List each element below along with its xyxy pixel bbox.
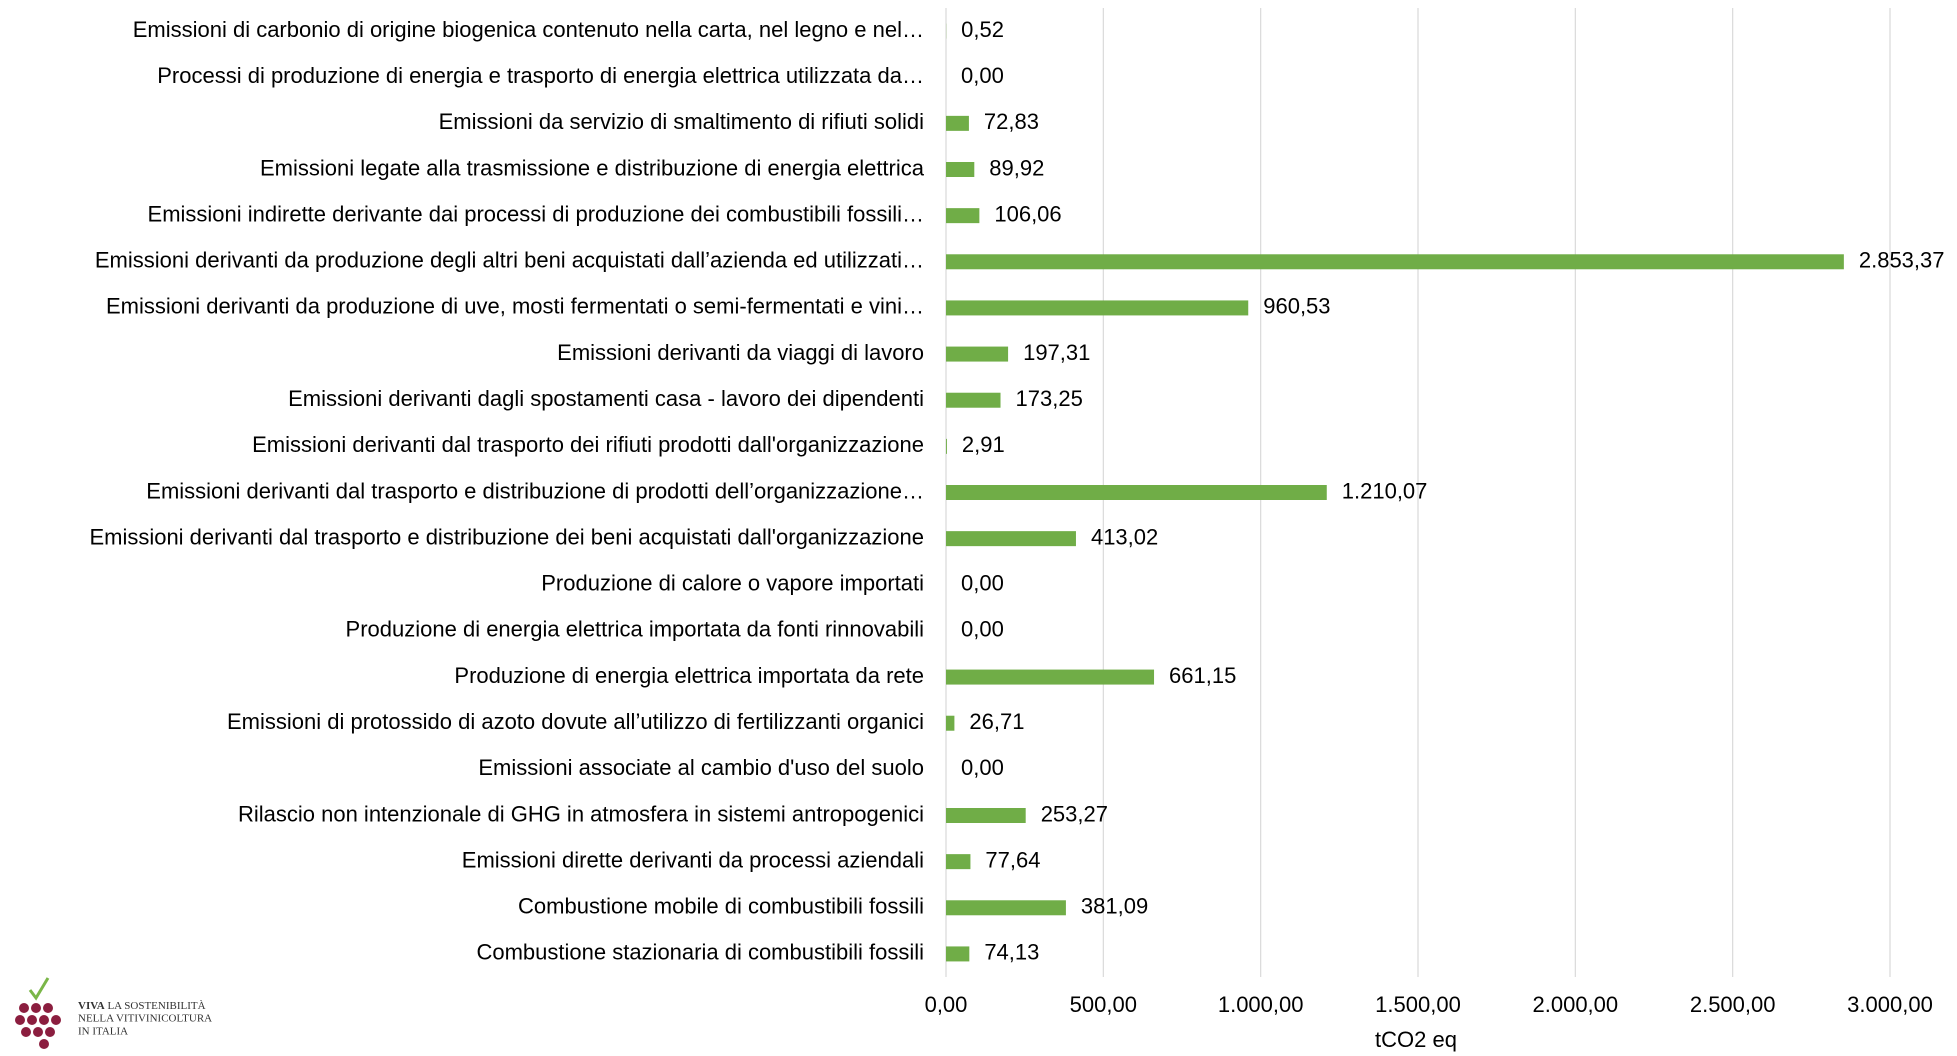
bar: [946, 669, 1155, 685]
y-tick-label: Emissioni derivanti dal trasporto e dist…: [89, 524, 924, 549]
value-label: 1.210,07: [1342, 478, 1428, 503]
y-tick-label: Rilascio non intenzionale di GHG in atmo…: [238, 801, 924, 826]
y-tick-label: Emissioni legate alla trasmissione e dis…: [260, 155, 925, 180]
value-label: 106,06: [994, 201, 1061, 226]
x-axis-title: tCO2 eq: [1375, 1027, 1457, 1052]
y-tick-label: Emissioni derivanti da viaggi di lavoro: [557, 340, 924, 365]
y-tick-label: Combustione stazionaria di combustibili …: [476, 940, 924, 965]
value-label: 173,25: [1016, 386, 1083, 411]
value-label: 2.853,37: [1859, 248, 1945, 273]
value-label: 89,92: [989, 155, 1044, 180]
x-tick-label: 1.000,00: [1218, 992, 1304, 1017]
bar: [946, 900, 1066, 916]
value-label: 72,83: [984, 109, 1039, 134]
x-tick-label: 1.500,00: [1375, 992, 1461, 1017]
bar: [946, 115, 969, 131]
logo-text: NELLA VITIVINICOLTURA: [78, 1013, 212, 1025]
y-tick-label: Combustione mobile di combustibili fossi…: [518, 894, 924, 919]
y-tick-label: Emissioni da servizio di smaltimento di …: [439, 109, 924, 134]
bar: [946, 300, 1249, 316]
x-tick-label: 500,00: [1070, 992, 1137, 1017]
value-label: 960,53: [1263, 294, 1330, 319]
value-label: 661,15: [1169, 663, 1236, 688]
bar: [946, 531, 1076, 547]
value-label: 197,31: [1023, 340, 1090, 365]
y-tick-label: Produzione di energia elettrica importat…: [346, 617, 924, 642]
bar: [946, 208, 980, 224]
bar: [946, 254, 1844, 270]
y-tick-label: Emissioni di carbonio di origine biogeni…: [133, 17, 924, 42]
bar: [946, 392, 1001, 408]
value-label: 0,00: [961, 571, 1004, 596]
y-tick-label: Emissioni associate al cambio d'uso del …: [478, 755, 924, 780]
bar: [946, 946, 970, 962]
y-tick-label: Emissioni derivanti dagli spostamenti ca…: [288, 386, 924, 411]
value-label: 77,64: [985, 847, 1040, 872]
bar: [946, 438, 947, 454]
bar: [946, 808, 1026, 823]
logo: VIVA LA SOSTENIBILITÀ NELLA VITIVINICOLT…: [15, 977, 212, 1049]
y-tick-label: Emissioni derivanti da produzione degli …: [95, 248, 924, 273]
value-label: 0,00: [961, 63, 1004, 88]
value-label: 413,02: [1091, 524, 1158, 549]
x-tick-label: 2.500,00: [1690, 992, 1776, 1017]
bar: [946, 346, 1009, 362]
x-tick-label: 2.000,00: [1533, 992, 1619, 1017]
value-label: 74,13: [984, 940, 1039, 965]
bar: [946, 854, 971, 870]
y-tick-label: Produzione di calore o vapore importati: [541, 571, 924, 596]
value-label: 0,00: [961, 617, 1004, 642]
value-label: 0,52: [961, 17, 1004, 42]
y-tick-label: Produzione di energia elettrica importat…: [454, 663, 924, 688]
y-tick-label: Emissioni derivanti dal trasporto dei ri…: [252, 432, 924, 457]
bar: [946, 162, 975, 177]
value-label: 381,09: [1081, 894, 1148, 919]
logo-text: VIVA LA SOSTENIBILITÀ: [78, 1000, 206, 1012]
x-tick-label: 0,00: [925, 992, 968, 1017]
bar: [946, 485, 1327, 500]
value-label: 2,91: [962, 432, 1005, 457]
bar: [946, 715, 955, 731]
logo-text: IN ITALIA: [78, 1026, 128, 1038]
y-tick-label: Processi di produzione di energia e tras…: [157, 63, 924, 88]
logo-grapes: [15, 1003, 61, 1049]
y-tick-label: Emissioni di protossido di azoto dovute …: [227, 709, 924, 734]
y-tick-label: Emissioni derivanti dal trasporto e dist…: [146, 478, 924, 503]
value-label: 0,00: [961, 755, 1004, 780]
logo-check: [28, 977, 50, 1001]
y-tick-label: Emissioni indirette derivante dai proces…: [148, 201, 924, 226]
x-tick-label: 3.000,00: [1847, 992, 1933, 1017]
value-label: 253,27: [1041, 801, 1108, 826]
value-label: 26,71: [969, 709, 1024, 734]
y-tick-label: Emissioni derivanti da produzione di uve…: [106, 294, 924, 319]
y-tick-label: Emissioni dirette derivanti da processi …: [462, 847, 924, 872]
